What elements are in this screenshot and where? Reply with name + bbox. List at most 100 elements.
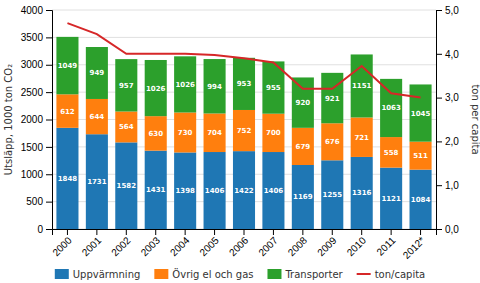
data-label: 730 xyxy=(178,129,193,137)
data-label: 1151 xyxy=(352,82,372,90)
bar xyxy=(115,142,137,229)
tick-label: 1500 xyxy=(21,142,44,153)
data-label: 1848 xyxy=(58,175,78,183)
tick: 3500 xyxy=(21,32,52,43)
bar xyxy=(174,152,196,229)
data-label: 704 xyxy=(207,129,222,137)
bar xyxy=(292,77,314,127)
tick-label: 3000 xyxy=(21,59,44,70)
tick-label: 2007 xyxy=(256,234,280,258)
legend-item: Övrig el och gas xyxy=(154,268,253,280)
bar xyxy=(292,128,314,165)
bar xyxy=(380,137,402,168)
data-label: 921 xyxy=(325,95,340,103)
bar xyxy=(56,94,78,128)
tick: 1000 xyxy=(21,169,52,180)
bar xyxy=(204,113,226,152)
bar xyxy=(292,165,314,229)
tick-label: 2006 xyxy=(227,234,251,258)
tick-label: 1,0 xyxy=(445,180,459,191)
bar xyxy=(145,60,167,116)
bar xyxy=(410,170,432,229)
tick-mark xyxy=(436,54,442,55)
data-label: 1045 xyxy=(411,110,431,118)
data-label: 1406 xyxy=(205,187,225,195)
tick-mark xyxy=(420,229,421,235)
tick-mark xyxy=(96,229,97,235)
tick: 2008 xyxy=(286,229,310,258)
tick: 1,0 xyxy=(436,180,459,191)
data-label: 564 xyxy=(119,123,134,131)
tick-label: 2011 xyxy=(374,234,397,257)
grid xyxy=(52,10,436,229)
tick-label: 500 xyxy=(26,196,43,207)
legend-item: Transporter xyxy=(267,269,343,280)
data-label: 1316 xyxy=(352,189,372,197)
tick-mark xyxy=(436,10,442,11)
tick-mark xyxy=(46,37,52,38)
axis-line xyxy=(46,11,53,230)
tick: 4000 xyxy=(21,5,52,16)
tick-mark xyxy=(436,98,442,99)
data-label: 700 xyxy=(266,129,281,137)
bar xyxy=(410,142,432,170)
bar xyxy=(174,112,196,152)
tick-label: 2003 xyxy=(139,234,163,258)
bar xyxy=(145,116,167,150)
bar xyxy=(380,79,402,137)
bar xyxy=(204,59,226,113)
data-label: 644 xyxy=(90,113,105,121)
tick-mark xyxy=(46,174,52,175)
legend-label: Uppvärmning xyxy=(73,269,141,280)
tick-label: 3500 xyxy=(21,32,44,43)
tick-label: 0,0 xyxy=(445,224,459,235)
y-axis-title: Utsläpp, 1000 ton CO₂ xyxy=(3,64,14,175)
axis-line xyxy=(53,230,437,236)
tick: 2011 xyxy=(374,229,397,258)
data-label: 1121 xyxy=(381,195,401,203)
bar xyxy=(145,151,167,229)
line xyxy=(67,23,420,97)
grid-line xyxy=(52,10,436,11)
tick-mark xyxy=(391,229,392,235)
tick-label: 2,0 xyxy=(445,136,459,147)
bar xyxy=(262,152,284,229)
tick: 2000 xyxy=(50,229,74,258)
tick-mark xyxy=(302,229,303,235)
data-label: 920 xyxy=(296,99,311,107)
bar xyxy=(56,128,78,229)
bar xyxy=(262,114,284,152)
tick: 2005 xyxy=(197,229,221,258)
tick: 2007 xyxy=(256,229,280,258)
bar xyxy=(233,110,255,151)
tick-mark xyxy=(46,229,52,230)
data-label: 1255 xyxy=(323,191,343,199)
tick: 2002 xyxy=(109,229,133,258)
tick: 500 xyxy=(26,196,52,207)
tick-mark xyxy=(361,229,362,235)
tick: 3,0 xyxy=(436,92,459,103)
tick-label: 5,0 xyxy=(445,5,459,16)
data-label: 1731 xyxy=(87,178,107,186)
bar xyxy=(174,56,196,112)
tick: 2006 xyxy=(227,229,251,258)
tick-mark xyxy=(46,147,52,148)
data-label: 955 xyxy=(266,84,281,92)
x-axis: 2000200120022003200420052006200720082009… xyxy=(50,229,436,261)
tick-label: 2010 xyxy=(345,234,369,258)
tick-mark xyxy=(126,229,127,235)
data-label: 949 xyxy=(90,69,105,77)
tick-mark xyxy=(46,65,52,66)
tick-mark xyxy=(273,229,274,235)
tick-label: 2009 xyxy=(315,234,339,258)
data-label: 1063 xyxy=(381,104,401,112)
bar xyxy=(321,73,343,123)
data-label: 1398 xyxy=(175,187,195,195)
tick-label: 2002 xyxy=(109,234,133,258)
y2-axis-title: ton per capita xyxy=(470,84,480,154)
data-label: 1049 xyxy=(58,62,78,70)
tick-mark xyxy=(332,229,333,235)
data-label: 1026 xyxy=(146,85,166,93)
data-label: 1084 xyxy=(411,196,431,204)
grid-line xyxy=(52,37,436,38)
